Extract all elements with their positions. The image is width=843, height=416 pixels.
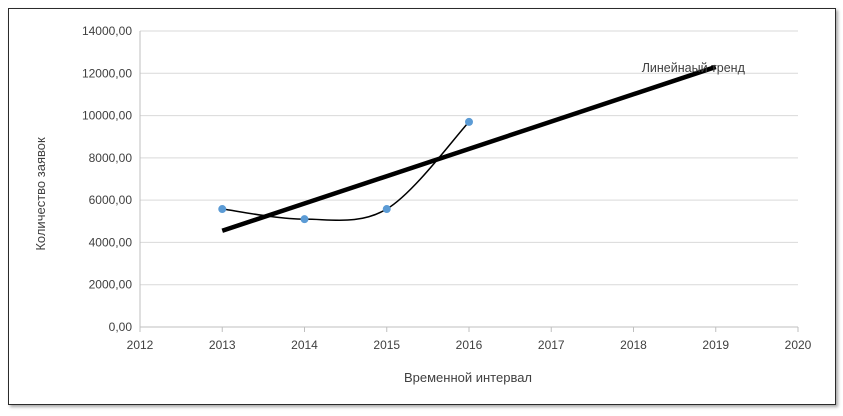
x-tick-label: 2015 <box>373 338 400 352</box>
axes <box>139 31 799 332</box>
trend-annotation: Линейнаый тренд <box>642 61 746 75</box>
y-tick-label: 8000,00 <box>89 151 133 165</box>
gridlines <box>140 30 798 286</box>
data-point <box>465 117 473 126</box>
data-point <box>218 205 227 214</box>
x-tick-label: 2020 <box>785 338 812 352</box>
chart-frame: 0,00 2000,00 4000,00 6000,00 8000,00 10000,00… <box>8 8 836 405</box>
y-tick-label: 2000,00 <box>89 278 133 292</box>
x-tick-label: 2017 <box>538 338 565 352</box>
x-tick-label: 2018 <box>620 338 647 352</box>
y-tick-label: 10000,00 <box>82 109 132 123</box>
x-tick-label: 2019 <box>702 338 729 352</box>
series <box>218 64 717 233</box>
y-tick-label: 4000,00 <box>89 235 133 249</box>
linear-trend-line <box>221 64 717 233</box>
data-point <box>382 205 391 214</box>
y-tick-label: 14000,00 <box>82 24 132 38</box>
chart-svg: 0,00 2000,00 4000,00 6000,00 8000,00 10000,00… <box>33 24 812 385</box>
y-axis-title: Количество заявок <box>33 137 48 251</box>
x-tick-label: 2012 <box>127 338 154 352</box>
x-tick-label: 2014 <box>291 338 318 352</box>
x-tick-label: 2013 <box>209 338 236 352</box>
data-point <box>300 215 309 224</box>
y-tick-label: 0,00 <box>109 320 133 334</box>
x-tick-label: 2016 <box>456 338 483 352</box>
tick-labels: 0,00 2000,00 4000,00 6000,00 8000,00 10000,00… <box>82 24 812 352</box>
y-tick-label: 6000,00 <box>89 193 133 207</box>
y-tick-label: 12000,00 <box>82 66 132 80</box>
x-axis-title: Временной интервал <box>404 370 532 385</box>
smooth-data-line <box>222 121 470 222</box>
